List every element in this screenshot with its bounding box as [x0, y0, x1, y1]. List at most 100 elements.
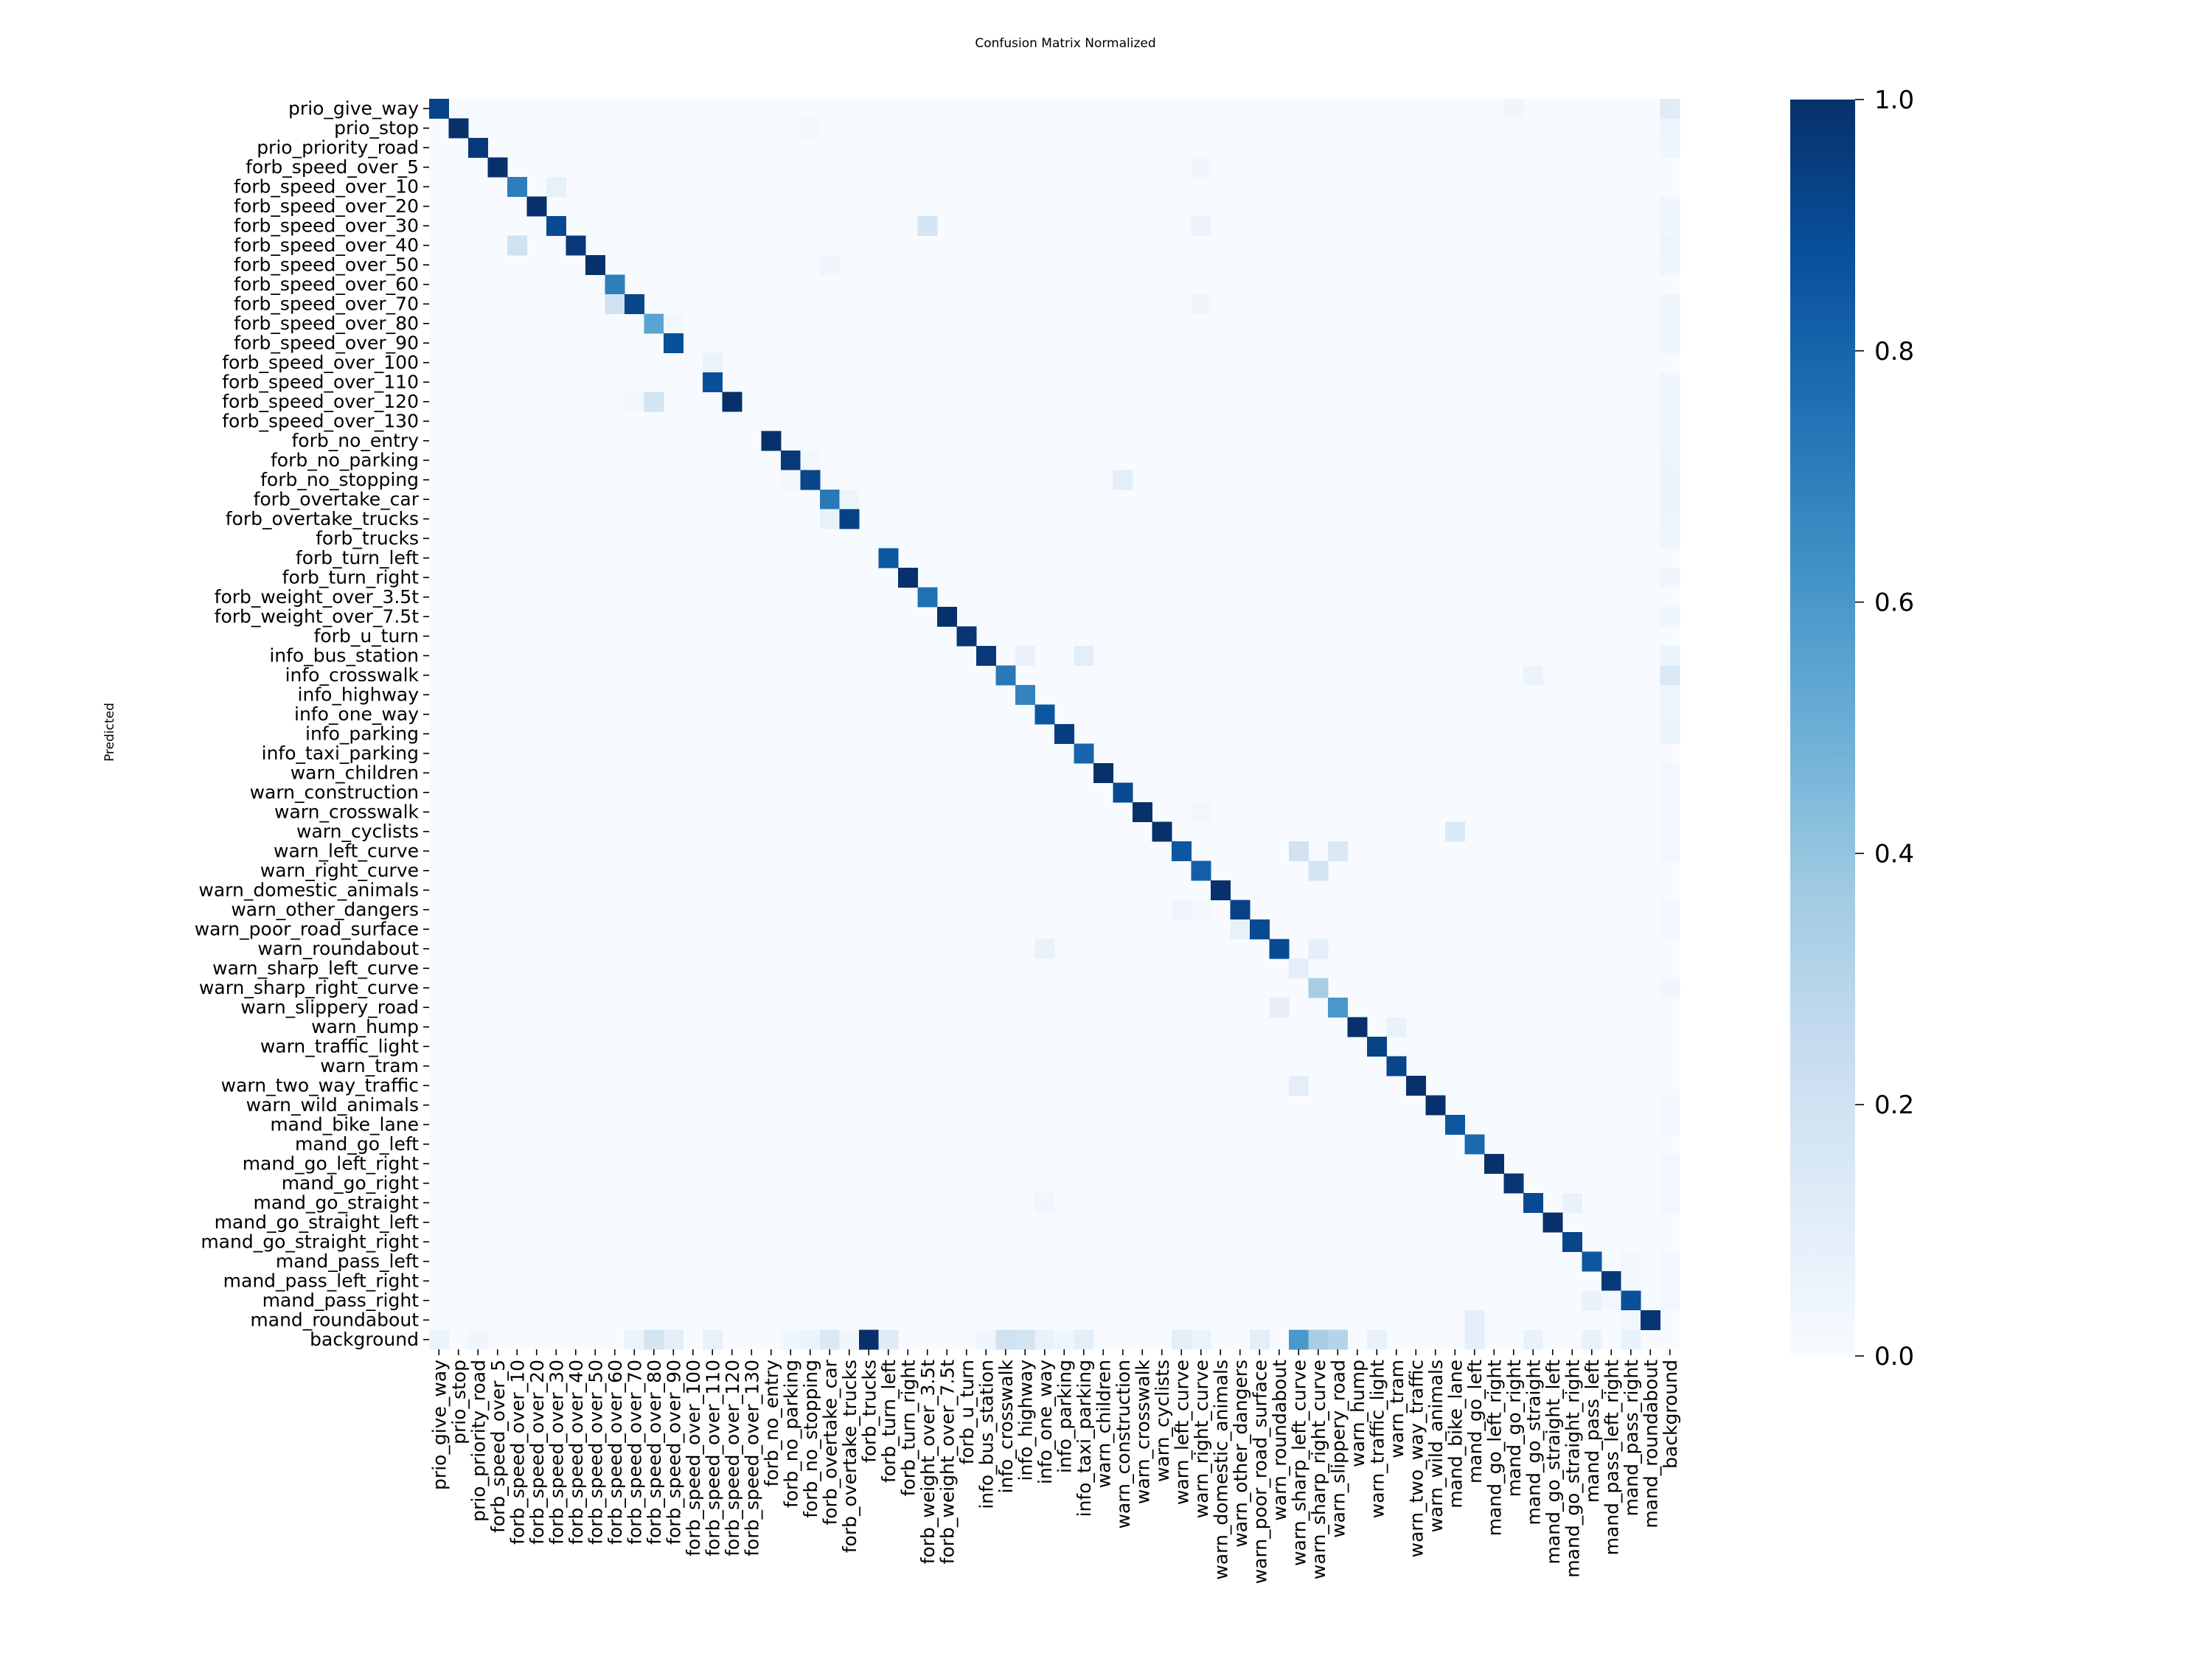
x-tick-label: warn_two_way_traffic	[1405, 1360, 1427, 1557]
y-tick-label: mand_roundabout	[250, 1309, 419, 1330]
heatmap-cell	[1660, 372, 1680, 392]
y-tick-label: forb_speed_over_5	[246, 156, 419, 178]
heatmap-cell	[507, 177, 527, 197]
heatmap-cell	[820, 255, 840, 275]
x-tick-label: prio_give_way	[428, 1360, 450, 1490]
heatmap-cell	[1503, 1173, 1524, 1194]
heatmap-cell	[487, 157, 508, 178]
heatmap-cell	[1660, 685, 1680, 705]
heatmap-cell	[1093, 763, 1113, 783]
heatmap-cell	[1660, 313, 1680, 334]
heatmap-cell	[1445, 1115, 1465, 1135]
y-tick-label: warn_traffic_light	[260, 1035, 419, 1057]
y-tick-label: warn_other_dangers	[231, 899, 419, 920]
heatmap-cell	[1015, 685, 1035, 705]
y-tick-label: forb_speed_over_30	[234, 215, 419, 236]
x-tick-label: forb_overtake_trucks	[839, 1360, 860, 1553]
heatmap-cell	[644, 1329, 664, 1350]
heatmap-cell	[820, 490, 840, 509]
heatmap-cell	[1503, 99, 1524, 119]
heatmap-cell	[1601, 1290, 1621, 1311]
heatmap-cell	[1660, 235, 1680, 256]
heatmap-cell	[1034, 1193, 1055, 1213]
y-tick-label: forb_turn_left	[296, 547, 419, 568]
heatmap-cell	[1191, 860, 1211, 881]
heatmap-cell	[1660, 451, 1680, 470]
x-tick-label: forb_speed_over_100	[683, 1360, 704, 1557]
x-tick-label: info_bus_station	[975, 1360, 997, 1509]
y-tick-label: mand_go_left_right	[243, 1152, 419, 1174]
heatmap-cell	[1328, 998, 1348, 1018]
heatmap-cell	[1660, 1271, 1680, 1291]
heatmap-cell	[1582, 1329, 1602, 1350]
x-tick-label: warn_construction	[1113, 1360, 1134, 1528]
heatmap-cell	[1054, 724, 1074, 744]
heatmap-cell	[1269, 998, 1290, 1018]
y-tick-label: warn_two_way_traffic	[221, 1074, 419, 1096]
heatmap-cell	[1250, 1329, 1270, 1350]
heatmap-cell	[937, 607, 957, 627]
y-tick-label: mand_pass_left_right	[223, 1270, 420, 1291]
heatmap-cell	[1660, 1095, 1680, 1116]
x-tick-label: forb_speed_over_60	[605, 1360, 626, 1545]
heatmap-cell	[1660, 1251, 1680, 1272]
heatmap-cell	[1133, 802, 1152, 822]
heatmap-cell	[664, 333, 684, 353]
heatmap-cell	[1034, 1329, 1055, 1350]
y-tick-label: forb_overtake_car	[254, 488, 420, 509]
heatmap-cell	[1660, 216, 1680, 236]
heatmap-cell	[1269, 939, 1290, 959]
heatmap-cell	[1660, 490, 1680, 509]
y-tick-label: warn_roundabout	[257, 938, 419, 959]
x-tick-label: forb_trucks	[858, 1360, 880, 1463]
heatmap-cell	[1660, 1193, 1680, 1213]
heatmap-cell	[1660, 118, 1680, 139]
y-tick-label: info_bus_station	[269, 644, 419, 666]
y-tick-label: forb_speed_over_100	[222, 352, 419, 373]
heatmap-cell	[1211, 880, 1231, 900]
y-tick-label: forb_speed_over_90	[234, 332, 419, 353]
heatmap-cell	[1464, 1329, 1485, 1350]
y-tick-label: forb_u_turn	[314, 625, 419, 647]
heatmap-cell	[605, 294, 625, 314]
x-tick-label: warn_other_dangers	[1230, 1360, 1251, 1548]
y-tick-label: forb_speed_over_60	[234, 274, 419, 295]
heatmap-cell	[1191, 157, 1211, 178]
heatmap-cell	[1660, 392, 1680, 412]
heatmap-cell	[1308, 978, 1329, 998]
heatmap-cell	[1484, 1154, 1504, 1174]
heatmap-cell	[1660, 333, 1680, 353]
x-tick-label: forb_no_entry	[761, 1360, 782, 1487]
x-tick-label: warn_traffic_light	[1366, 1360, 1388, 1518]
heatmap-cell	[898, 568, 918, 588]
heatmap-cell	[1523, 665, 1543, 686]
heatmap-cell	[468, 138, 488, 158]
heatmap-cell	[1308, 1329, 1329, 1350]
heatmap-cell	[1034, 704, 1055, 725]
heatmap-cell	[839, 509, 860, 529]
heatmap-cell	[1230, 919, 1251, 939]
heatmap-cell	[1660, 294, 1680, 314]
heatmap-cell	[1660, 724, 1680, 744]
heatmap-cell	[664, 1329, 684, 1350]
x-tick-label: warn_slippery_road	[1327, 1360, 1349, 1538]
heatmap-cell	[781, 470, 801, 490]
y-tick-label: forb_turn_right	[282, 566, 420, 588]
x-tick-label: warn_hump	[1347, 1360, 1368, 1467]
heatmap-cell	[1641, 1310, 1660, 1330]
heatmap-cell	[781, 1329, 801, 1350]
chart-title: Confusion Matrix Normalized	[975, 36, 1155, 51]
heatmap-cell	[1172, 841, 1192, 861]
heatmap-cell	[1660, 411, 1680, 431]
x-tick-label: forb_speed_over_90	[663, 1360, 684, 1545]
heatmap-cell	[1191, 216, 1211, 236]
heatmap-cell	[1660, 646, 1680, 666]
heatmap-cell	[781, 451, 801, 470]
heatmap-cell	[429, 99, 449, 119]
y-tick-label: forb_speed_over_130	[222, 410, 419, 431]
heatmap-cell	[566, 235, 586, 256]
x-tick-label: info_parking	[1054, 1360, 1075, 1473]
heatmap-cell	[1660, 919, 1680, 939]
x-tick-label: forb_speed_over_120	[722, 1360, 743, 1557]
y-tick-label: info_taxi_parking	[262, 742, 419, 764]
